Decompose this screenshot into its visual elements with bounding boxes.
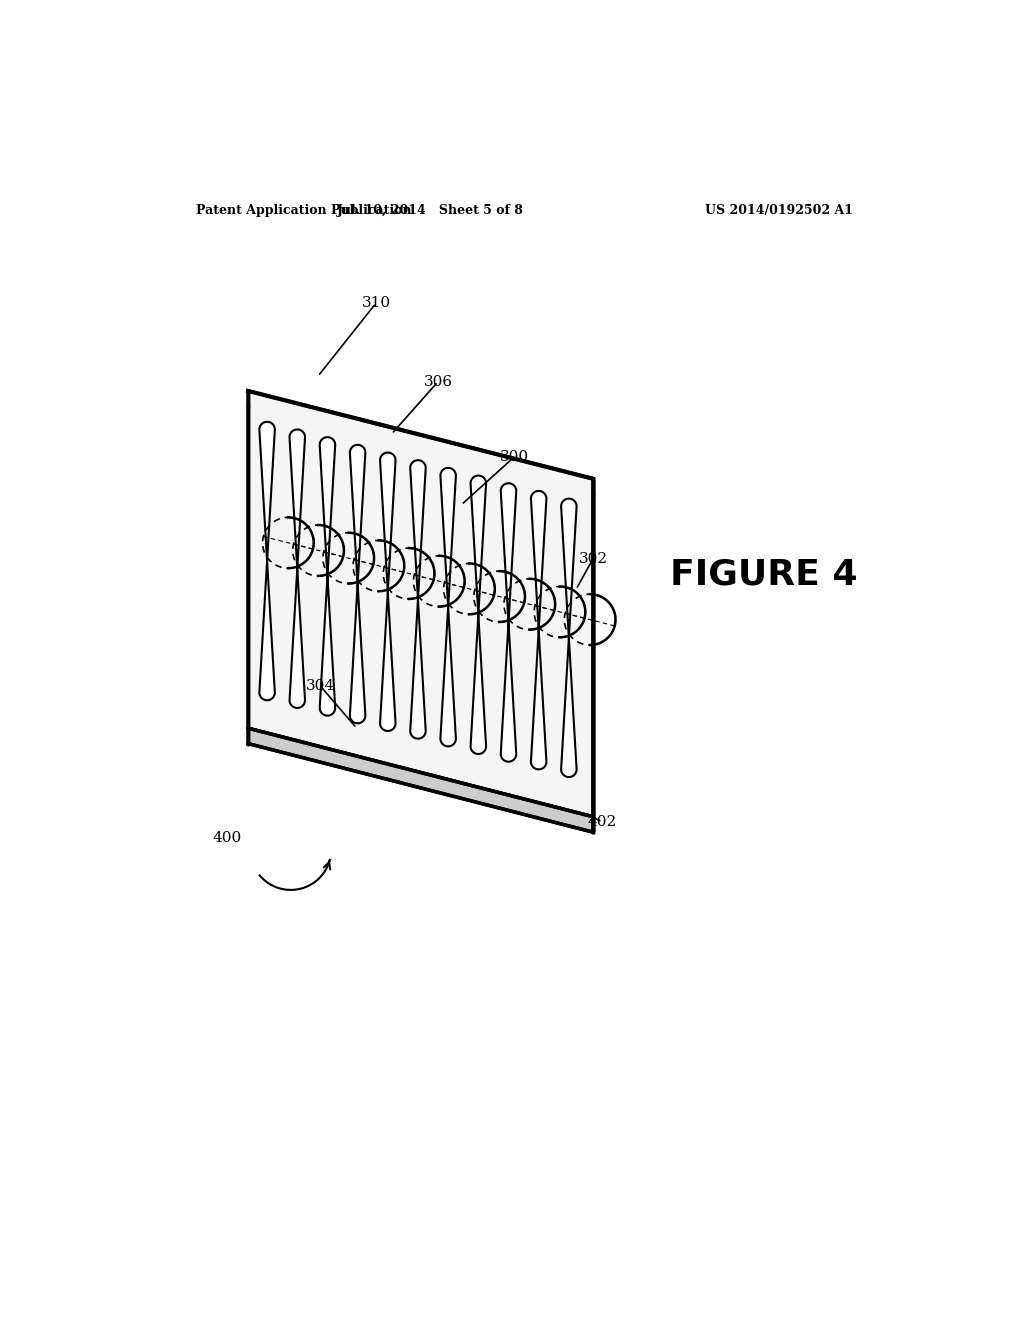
- Text: Jul. 10, 2014   Sheet 5 of 8: Jul. 10, 2014 Sheet 5 of 8: [337, 205, 523, 218]
- Text: Patent Application Publication: Patent Application Publication: [197, 205, 412, 218]
- Polygon shape: [380, 453, 395, 731]
- Polygon shape: [530, 491, 547, 770]
- Polygon shape: [248, 729, 593, 832]
- Polygon shape: [248, 391, 593, 817]
- Polygon shape: [440, 467, 456, 746]
- Polygon shape: [319, 437, 335, 715]
- Text: 402: 402: [588, 816, 616, 829]
- Text: 304: 304: [305, 678, 335, 693]
- Polygon shape: [290, 429, 305, 708]
- Text: 400: 400: [213, 830, 242, 845]
- Text: 310: 310: [361, 296, 390, 310]
- Polygon shape: [471, 475, 486, 754]
- Polygon shape: [561, 499, 577, 777]
- Text: US 2014/0192502 A1: US 2014/0192502 A1: [706, 205, 853, 218]
- Polygon shape: [350, 445, 366, 723]
- Text: 306: 306: [424, 375, 453, 388]
- Polygon shape: [259, 422, 274, 700]
- Polygon shape: [501, 483, 516, 762]
- Polygon shape: [411, 461, 426, 739]
- Text: 302: 302: [579, 552, 607, 566]
- Text: 300: 300: [500, 450, 528, 465]
- Text: FIGURE 4: FIGURE 4: [670, 557, 857, 591]
